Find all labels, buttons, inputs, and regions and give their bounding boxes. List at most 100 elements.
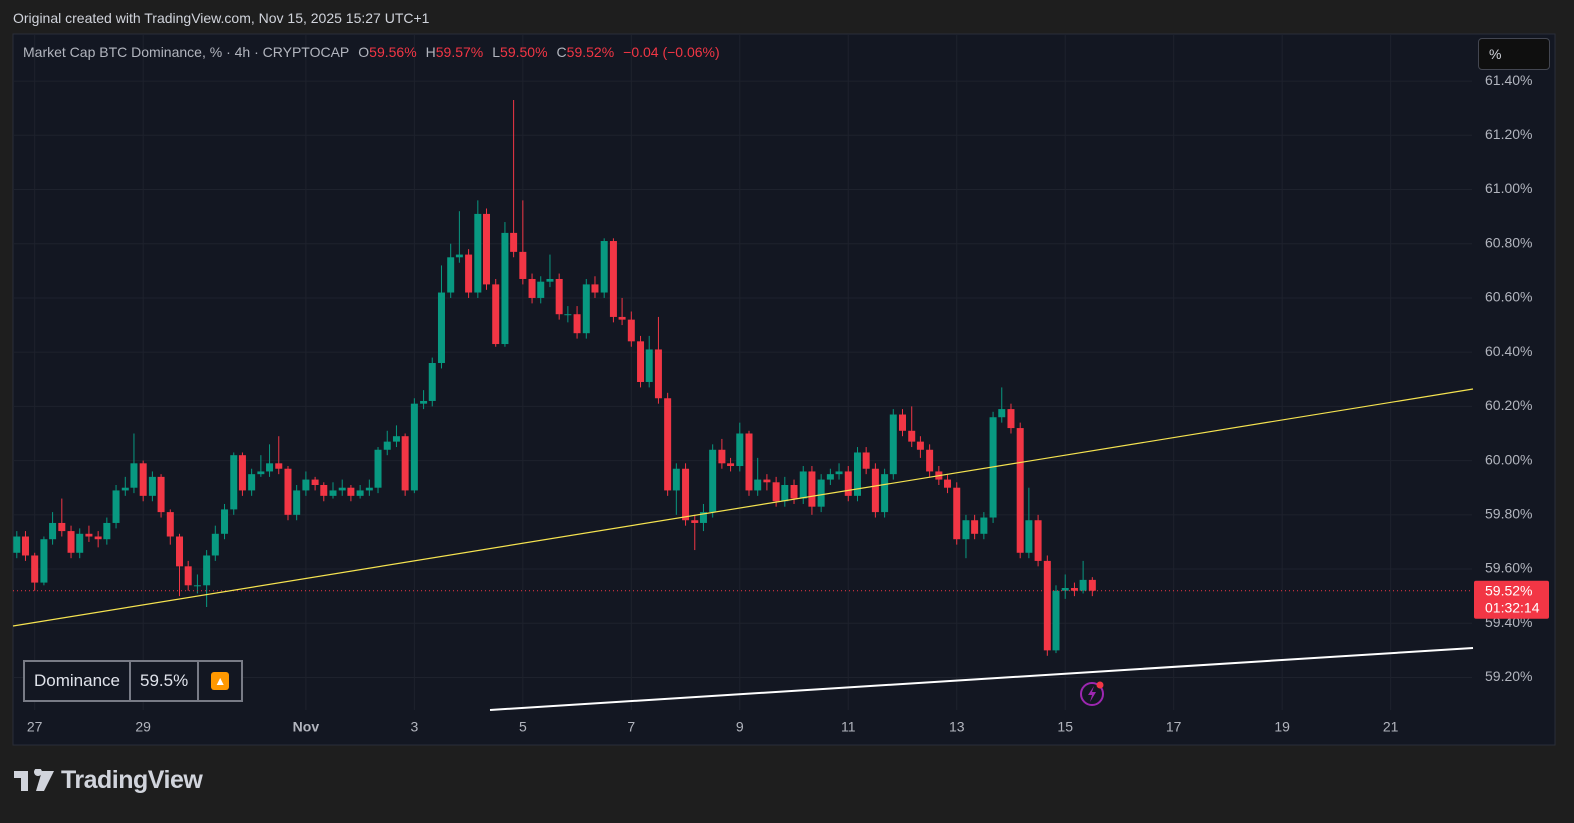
candle-body — [447, 257, 455, 293]
candle-body — [121, 487, 129, 491]
candle-body — [808, 471, 816, 507]
candle-body — [420, 400, 428, 404]
candle-body — [203, 555, 211, 586]
candle-body — [654, 349, 662, 399]
x-tick-label: 3 — [410, 719, 418, 735]
candle-body — [437, 292, 445, 364]
widget-value: 59.5% — [129, 662, 197, 700]
y-tick-label: 60.60% — [1485, 289, 1532, 305]
x-tick-label: 19 — [1274, 719, 1290, 735]
candle-body — [85, 533, 93, 537]
legend: Market Cap BTC Dominance, % · 4h · CRYPT… — [23, 44, 720, 60]
y-tick-label: 61.40% — [1485, 72, 1532, 88]
candle-body — [645, 349, 653, 382]
candle-body — [745, 433, 753, 491]
candle-body — [510, 232, 518, 252]
candle-body — [338, 487, 346, 491]
candle-body — [492, 284, 500, 345]
candle-body — [627, 319, 635, 342]
y-tick-label: 60.80% — [1485, 234, 1532, 250]
candle-body — [139, 463, 147, 496]
x-tick-label: 7 — [627, 719, 635, 735]
candle-body — [465, 254, 473, 293]
legend-key: C — [556, 44, 567, 60]
candle-body — [953, 487, 961, 540]
last-price-tag — [1474, 580, 1549, 619]
x-tick-label: 11 — [841, 719, 856, 735]
alert-icon[interactable] — [1080, 682, 1104, 706]
candle-body — [148, 476, 156, 496]
candle-body — [1025, 520, 1033, 553]
candle-body — [727, 463, 735, 467]
candle-body — [998, 409, 1006, 418]
axes: 59.20%59.40%59.60%59.80%60.00%60.20%60.4… — [27, 72, 1549, 735]
candle-body — [944, 479, 952, 488]
scale-button[interactable]: % — [1478, 38, 1550, 70]
candle-body — [546, 278, 554, 282]
candle-body — [1070, 588, 1078, 591]
candle-body — [537, 281, 545, 298]
candle-body — [699, 512, 707, 523]
candle-body — [718, 449, 726, 464]
trend-line — [489, 647, 1474, 711]
candle-body — [193, 585, 201, 587]
alert-bolt — [1088, 686, 1096, 702]
candle-body — [49, 522, 57, 540]
candle-body — [971, 520, 979, 534]
candle-body — [926, 449, 934, 472]
candle-body — [853, 452, 861, 496]
candle-body — [781, 485, 789, 502]
candle-body — [844, 471, 852, 496]
candle-body — [455, 254, 463, 258]
candle-body — [962, 520, 970, 540]
legend-key: L — [492, 44, 501, 60]
candle-body — [790, 485, 798, 499]
y-tick-label: 59.20% — [1485, 668, 1532, 684]
candle-body — [1016, 428, 1024, 553]
candle-body — [501, 232, 509, 345]
last-price-label: 59.52% — [1485, 582, 1532, 598]
legend-value: 59.56% — [369, 44, 417, 60]
candle-body — [1079, 579, 1087, 591]
candle-body — [410, 403, 418, 491]
candle-body — [221, 509, 229, 534]
candle-body — [374, 449, 382, 488]
x-tick-label: 29 — [135, 719, 151, 735]
candle-body — [329, 490, 337, 496]
candle-body — [347, 487, 355, 496]
legend-value: 59.57% — [435, 44, 484, 60]
grid — [13, 35, 1472, 710]
brand-logo — [14, 768, 54, 791]
candle-body — [519, 251, 527, 279]
candle-body — [1052, 590, 1060, 651]
candle-body — [13, 536, 21, 553]
candle-body — [311, 479, 319, 485]
candle-body — [980, 517, 988, 534]
candle-body — [176, 536, 184, 567]
candle-body — [94, 536, 102, 540]
legend-key: O — [358, 44, 370, 60]
y-tick-label: 61.00% — [1485, 180, 1532, 196]
candle-body — [302, 479, 310, 491]
candle-body — [609, 241, 617, 317]
header: Original created with TradingView.com, N… — [13, 10, 430, 26]
candle-body — [1088, 579, 1096, 591]
candle-body — [682, 468, 690, 521]
candle-body — [275, 463, 283, 469]
candle-body — [31, 555, 39, 583]
candle-body — [916, 441, 924, 450]
candle-body — [799, 471, 807, 499]
candle-body — [709, 449, 717, 513]
candle-body — [58, 522, 66, 532]
candle-body — [356, 490, 364, 496]
candle-body — [908, 430, 916, 442]
candle-body — [130, 463, 138, 488]
candle-body — [763, 479, 771, 483]
candle-body — [871, 468, 879, 513]
legend-value: 59.50% — [500, 44, 548, 60]
x-tick-label: Nov — [293, 719, 320, 735]
candle-body — [573, 314, 581, 334]
y-tick-label: 60.40% — [1485, 343, 1532, 359]
legend-change: −0.04 (−0.06%) — [623, 44, 720, 60]
